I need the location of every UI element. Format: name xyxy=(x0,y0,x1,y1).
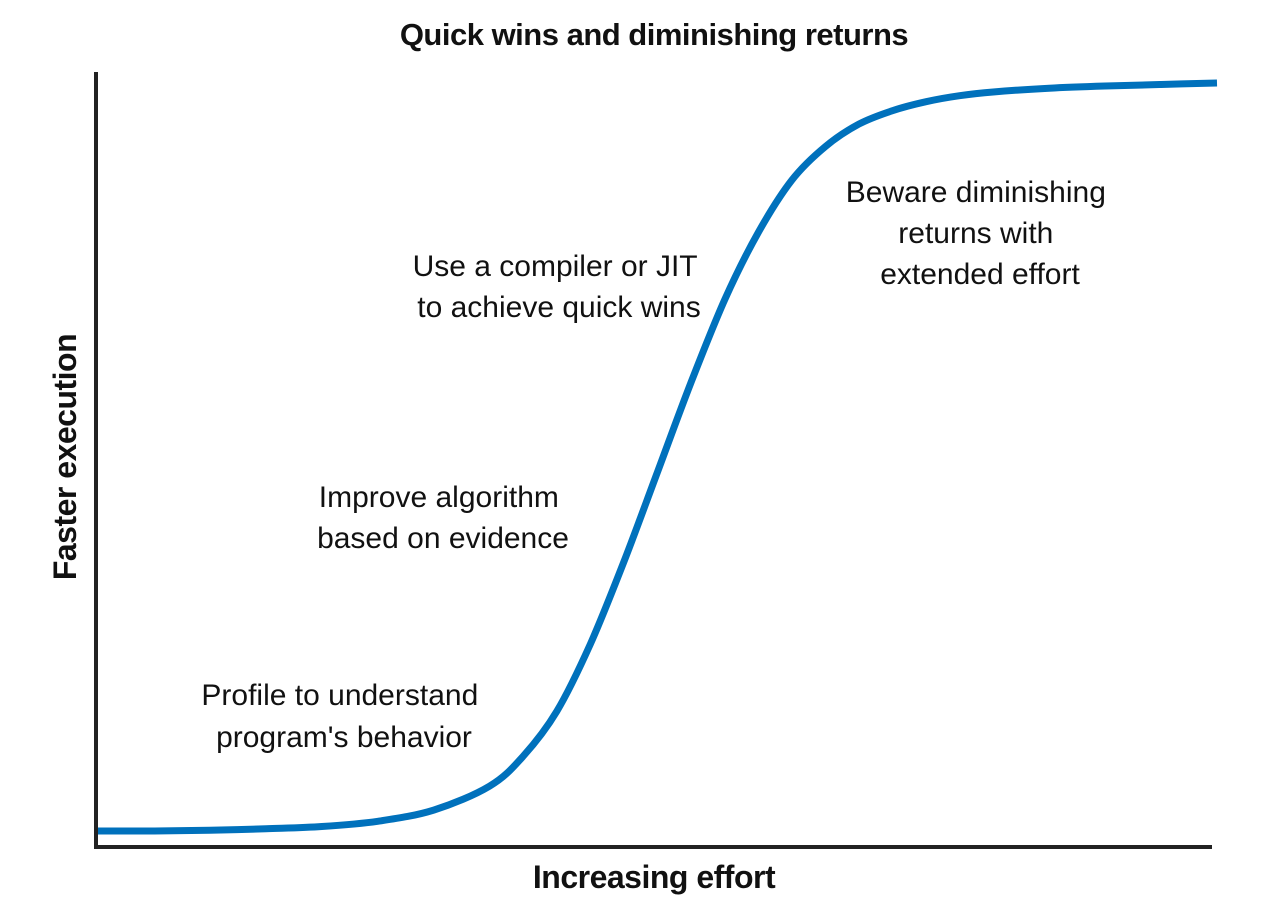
annotation-diminishing: Beware diminishing returns with extended… xyxy=(846,176,1114,291)
annotation-profile-line-2: program's behavior xyxy=(216,721,472,754)
annotation-diminishing-line-3: extended effort xyxy=(880,258,1080,291)
x-axis-label: Increasing effort xyxy=(533,859,776,895)
annotation-algorithm-line-2: based on evidence xyxy=(317,522,569,555)
chart-title: Quick wins and diminishing returns xyxy=(400,17,908,52)
annotation-compiler-line-2: to achieve quick wins xyxy=(417,291,700,324)
annotation-diminishing-line-2: returns with xyxy=(898,217,1053,250)
y-axis-label: Faster execution xyxy=(47,334,83,580)
annotation-profile-line-1: Profile to understand xyxy=(201,679,478,712)
annotation-algorithm: Improve algorithm based on evidence xyxy=(317,481,569,555)
annotation-compiler: Use a compiler or JIT to achieve quick w… xyxy=(413,250,706,324)
annotation-compiler-line-1: Use a compiler or JIT xyxy=(413,250,698,283)
series-line xyxy=(97,79,1218,835)
annotation-diminishing-line-1: Beware diminishing xyxy=(846,176,1106,209)
annotation-profile: Profile to understand program's behavior xyxy=(201,679,486,754)
annotation-algorithm-line-1: Improve algorithm xyxy=(319,481,559,514)
